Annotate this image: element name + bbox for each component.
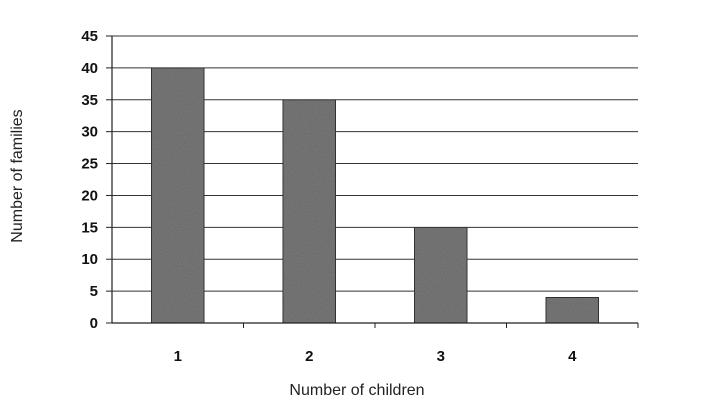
y-tick-label: 15	[81, 219, 98, 236]
x-tick-label: 4	[568, 348, 577, 365]
bars	[150, 67, 600, 324]
x-tick-labels: 1 2 3 4	[174, 348, 578, 365]
bar-2	[282, 99, 337, 324]
x-tick-label: 2	[305, 348, 313, 365]
axes	[111, 36, 638, 324]
y-tick-labels: 0 5 10 15 20 25 30 35 40 45	[81, 28, 98, 332]
bar-1	[150, 67, 205, 324]
bar-4	[545, 296, 600, 324]
y-tick-label: 20	[81, 187, 98, 204]
y-tick-label: 45	[81, 28, 98, 45]
x-axis-title: Number of children	[289, 382, 424, 399]
y-tick-label: 40	[81, 60, 98, 77]
bar-3	[413, 226, 468, 324]
y-tick-label: 30	[81, 124, 98, 141]
y-tick-label: 25	[81, 156, 98, 173]
y-tick-label: 5	[90, 283, 98, 300]
y-tick-label: 35	[81, 92, 98, 109]
y-axis-title: Number of families	[9, 109, 26, 242]
y-tick-label: 10	[81, 251, 98, 268]
y-tick-label: 0	[90, 315, 98, 332]
x-tick-label: 3	[437, 348, 445, 365]
x-tick-label: 1	[174, 348, 182, 365]
